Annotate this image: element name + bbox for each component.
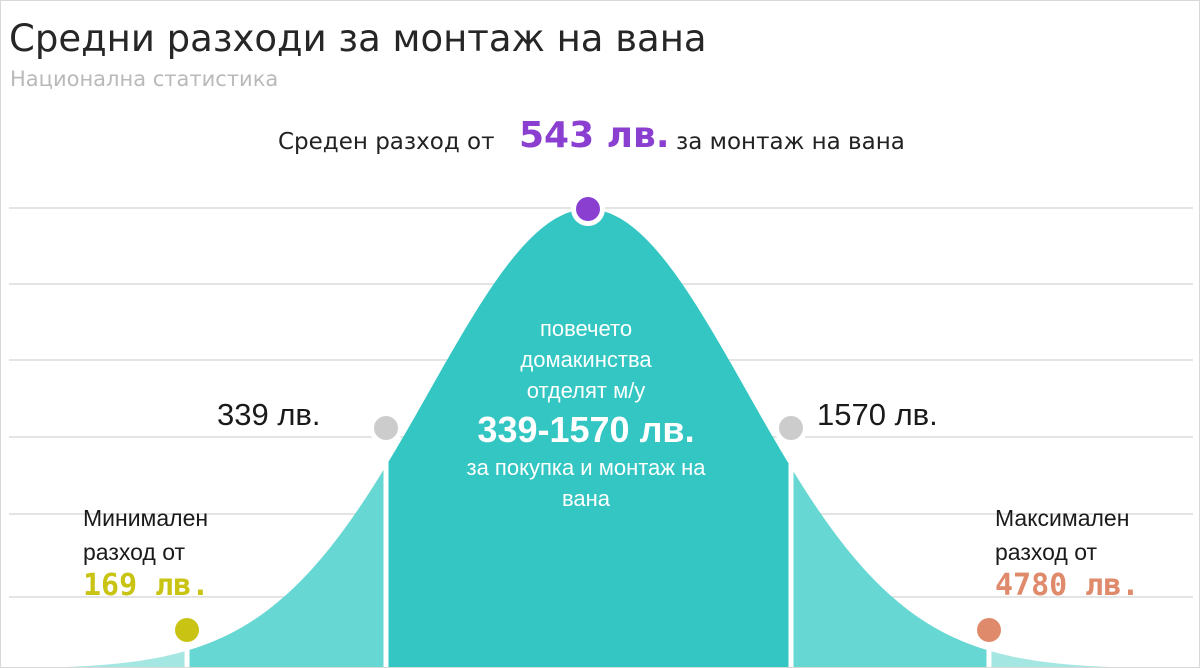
- average-marker-dot: [576, 197, 600, 221]
- average-prefix: Среден разход от: [278, 129, 495, 155]
- range-high-marker-dot: [779, 416, 803, 440]
- center-line-3: отделят м/у: [526, 378, 646, 403]
- marker-dots: [170, 192, 1006, 647]
- range-high-label: 1570 лв.: [817, 397, 938, 432]
- range-low-label: 339 лв.: [217, 397, 321, 432]
- center-line-1: повечето: [539, 316, 633, 341]
- tail-area-right: [989, 650, 1109, 667]
- average-value: 543 лв.: [519, 115, 670, 156]
- center-line-4: за покупка и монтаж на: [466, 455, 706, 480]
- page-subtitle: Национална статистика: [10, 67, 279, 91]
- minimum-label: Минимален разход от 169 лв.: [83, 501, 209, 603]
- center-line-2: домакинства: [520, 347, 652, 372]
- center-line-5: вана: [561, 486, 611, 511]
- minimum-label-line-1: Минимален: [83, 505, 209, 531]
- shoulder-area-left: [187, 465, 386, 667]
- center-annotation: повечето домакинства отделят м/у 339-157…: [416, 313, 756, 514]
- minimum-value: 169 лв.: [83, 568, 210, 603]
- page-title: Средни разходи за монтаж на вана: [9, 17, 707, 60]
- maximum-value: 4780 лв.: [995, 568, 1140, 603]
- minimum-marker-dot: [175, 618, 199, 642]
- maximum-label-line-2: разход от: [995, 539, 1098, 565]
- shoulder-area-right: [791, 467, 989, 667]
- core-area: [386, 209, 791, 667]
- range-low-marker-dot: [374, 416, 398, 440]
- average-suffix: за монтаж на вана: [676, 129, 905, 155]
- maximum-marker-dot: [977, 618, 1001, 642]
- maximum-label-line-1: Максимален: [995, 505, 1130, 531]
- minimum-label-line-2: разход от: [83, 539, 186, 565]
- center-range: 339-1570 лв.: [477, 409, 695, 450]
- tail-area-left: [67, 650, 187, 667]
- maximum-label: Максимален разход от 4780 лв.: [995, 501, 1140, 603]
